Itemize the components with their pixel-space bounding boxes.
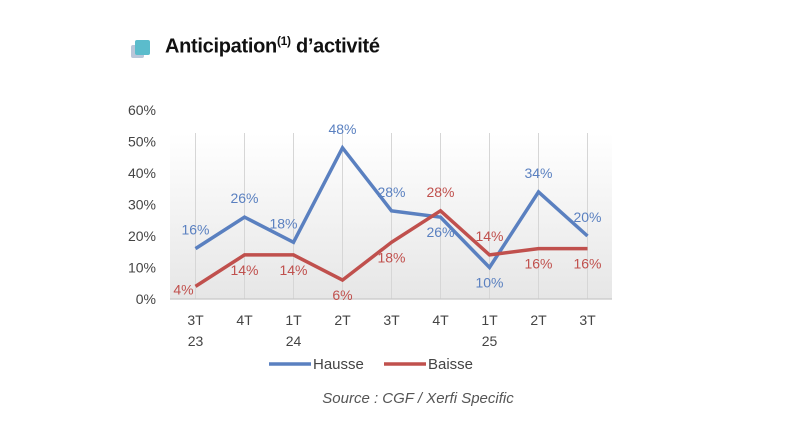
x-tick-label: 4T (236, 312, 253, 328)
y-tick-label: 20% (128, 228, 156, 244)
y-tick-label: 40% (128, 165, 156, 181)
chart-title: Anticipation(1) d’activité (165, 34, 380, 58)
y-tick-label: 0% (136, 291, 156, 307)
data-label-baisse: 4% (173, 281, 193, 297)
data-label-hausse: 18% (269, 215, 297, 231)
data-label-hausse: 28% (377, 184, 405, 200)
x-tick-label: 24 (286, 333, 302, 349)
y-tick-label: 50% (128, 134, 156, 150)
y-tick-label: 60% (128, 102, 156, 118)
y-tick-label: 10% (128, 260, 156, 276)
data-label-baisse: 14% (475, 228, 503, 244)
data-label-baisse: 14% (230, 262, 258, 278)
x-tick-label: 2T (530, 312, 547, 328)
y-tick-label: 30% (128, 197, 156, 213)
data-label-baisse: 18% (377, 249, 405, 265)
data-label-baisse: 14% (279, 262, 307, 278)
legend-label-baisse: Baisse (428, 356, 473, 373)
data-label-hausse: 26% (230, 190, 258, 206)
x-tick-label: 25 (482, 333, 498, 349)
legend-label-hausse: Hausse (313, 356, 364, 373)
data-label-baisse: 16% (524, 256, 552, 272)
x-tick-label: 3T (187, 312, 204, 328)
x-tick-label: 23 (188, 333, 204, 349)
title-square-icon (131, 40, 151, 60)
data-label-hausse: 10% (475, 275, 503, 291)
data-label-hausse: 20% (573, 209, 601, 225)
data-label-hausse: 48% (328, 121, 356, 137)
data-label-baisse: 6% (332, 287, 352, 303)
x-tick-label: 3T (383, 312, 400, 328)
source-note: Source : CGF / Xerfi Specific (322, 390, 514, 407)
x-tick-label: 1T (481, 312, 498, 328)
data-label-hausse: 26% (426, 224, 454, 240)
series-line-hausse (194, 144, 589, 271)
series-line-baisse (194, 208, 588, 288)
x-tick-label: 1T (285, 312, 302, 328)
x-tick-label: 3T (579, 312, 596, 328)
x-tick-label: 2T (334, 312, 351, 328)
data-label-hausse: 16% (181, 222, 209, 238)
data-label-baisse: 28% (426, 184, 454, 200)
data-label-hausse: 34% (524, 165, 552, 181)
data-label-baisse: 16% (573, 256, 601, 272)
x-tick-label: 4T (432, 312, 449, 328)
